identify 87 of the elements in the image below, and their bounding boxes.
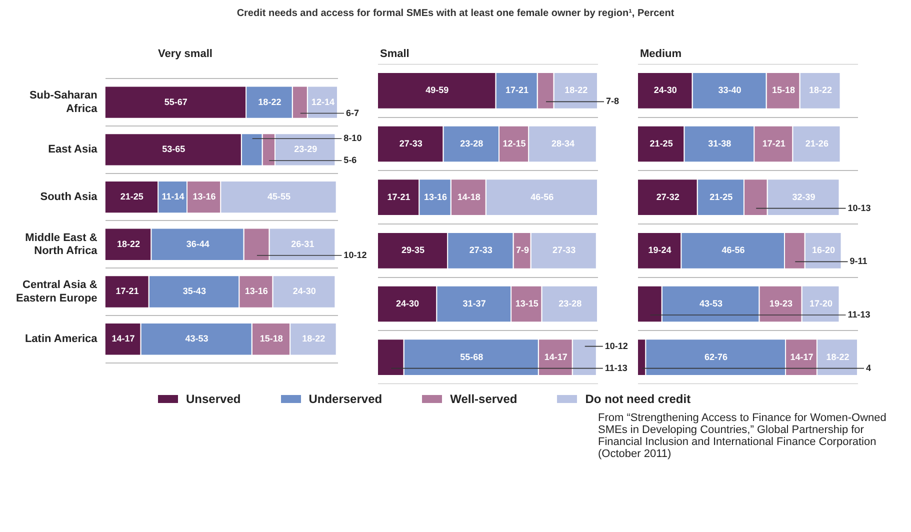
data-label: 49-59 [426,85,449,96]
data-label: 15-18 [772,85,795,96]
y-tick-label: Middle East & North Africa [25,232,98,258]
data-label: 13-16 [244,286,268,296]
y-tick-label: South Asia [40,191,98,204]
data-label: 12-14 [311,96,334,107]
data-label: 46-56 [530,192,554,202]
data-label: 18-22 [258,96,282,107]
data-label: 29-35 [402,245,425,256]
data-label: 18-22 [116,238,140,249]
data-label: 5-6 [344,155,357,166]
data-label: 18-22 [808,85,832,96]
legend-label: Do not need credit [584,392,691,406]
data-label: 21-25 [120,192,144,202]
data-label: 43-53 [699,298,723,308]
text: Credit needs and access for formal SMEs with at least one female owner by region¹, Percent [236,8,676,21]
data-label: 10-12 [604,340,628,351]
data-label: 12-15 [502,138,526,148]
y-tick-label: Latin America [24,333,98,346]
legend-label: Underserved [308,392,382,406]
data-label: 11-14 [162,192,184,202]
data-label: 15-18 [260,334,283,344]
data-label: 6-7 [346,108,360,118]
data-label: 28-34 [551,138,574,148]
data-label: 45-55 [267,192,290,202]
y-tick-label: Central Asia & Eastern Europe [16,279,98,304]
data-label: 19-24 [648,245,672,256]
text: From “Strengthening Access to Finance for Women-Owned SMEs in Developing Countries,” Global Partnership for Financial Inclusion and International Finance Corporation (October 2011) [598,412,888,460]
data-label: 55-67 [164,96,188,107]
data-label: 24-30 [654,85,677,96]
legend-label: Unserved [185,392,241,406]
data-label: 17-21 [116,286,139,296]
data-label: 23-28 [558,298,582,308]
data-label: 27-33 [399,138,422,148]
data-label: 33-40 [718,85,742,96]
data-label: 21-25 [650,138,673,148]
data-label: 14-17 [544,352,568,362]
data-label: 53-65 [162,144,186,154]
data-label: 13-16 [424,192,447,202]
data-label: 14-18 [457,192,480,202]
data-label: 11-13 [604,362,628,373]
data-label: 18-22 [302,334,326,344]
data-label: 18-22 [826,352,850,362]
y-tick-label: East Asia [48,144,98,156]
data-label: 9-11 [850,256,868,266]
data-label: 23-28 [460,138,484,148]
data-label: 8-10 [344,133,362,144]
data-label: 17-20 [809,298,833,308]
data-label: 7-9 [516,245,529,256]
data-label: 46-56 [722,245,745,256]
data-label: 13-16 [192,192,216,202]
data-label: 27-32 [656,192,680,202]
data-label: 21-26 [805,138,828,148]
data-label: 7-8 [606,96,620,106]
data-label: 10-13 [848,202,871,213]
data-label: 23-29 [294,144,318,154]
data-label: 21-25 [710,192,733,202]
data-label: 4 [866,362,872,373]
data-label: 11-13 [848,309,870,320]
data-label: 35-43 [182,286,206,296]
chart-subtitle: Medium [640,48,683,62]
data-label: 36-44 [186,238,210,249]
data-label: 14-17 [112,334,135,344]
data-label: 16-20 [812,245,836,256]
data-label: 24-30 [396,298,420,308]
legend-label: Well-served [449,392,518,406]
data-label: 17-21 [505,85,529,96]
data-label: 17-21 [387,192,410,202]
data-label: 17-21 [762,138,786,148]
data-label: 14-17 [790,352,814,362]
data-label: 31-37 [462,298,486,308]
data-label: 24-30 [292,286,316,296]
data-label: 27-33 [552,245,576,256]
data-label: 62-76 [704,352,728,362]
chart-subtitle: Small [380,48,410,62]
data-label: 10-12 [344,250,367,260]
data-label: 19-23 [769,298,792,308]
data-label: 26-31 [291,238,314,249]
data-label: 13-15 [515,298,538,308]
data-label: 18-22 [564,85,588,96]
data-label: 31-38 [708,138,732,148]
data-label: 32-39 [792,192,816,202]
data-label: 27-33 [469,245,492,256]
data-label: 43-53 [185,334,208,344]
chart-subtitle: Very small [158,48,214,62]
data-label: 55-68 [460,352,484,362]
y-tick-label: Sub-Saharan Africa [29,90,98,115]
